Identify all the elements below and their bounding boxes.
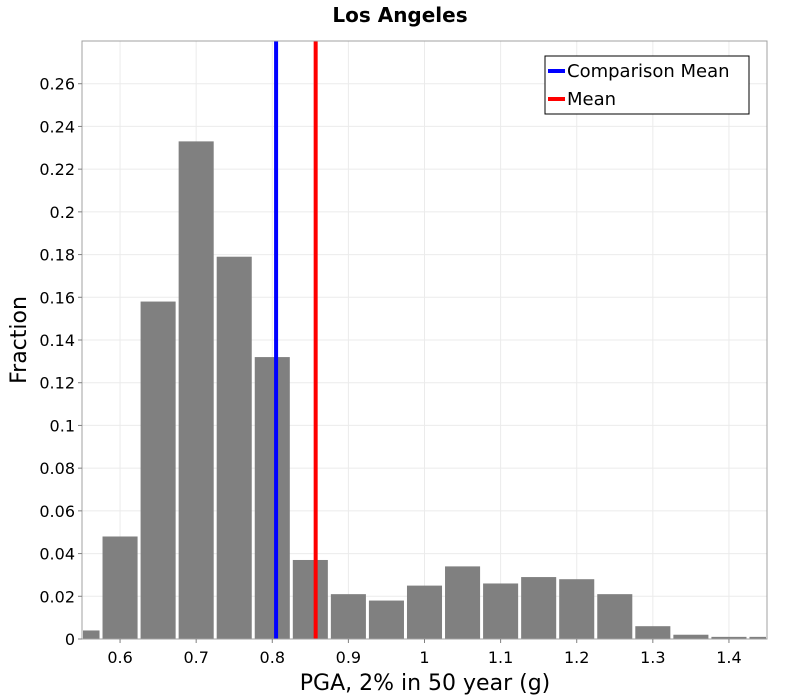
histogram-bar: [102, 536, 138, 639]
histogram-bar: [711, 636, 747, 639]
y-axis-ticks: 0 0.02 0.04 0.06 0.08 0.1 0.12 0.14 0.16 0.18 0.2 0…: [39, 75, 82, 649]
x-axis-ticks: 0.6 0.7 0.8 0.9 1 1.1 1.2 1.3 1.4: [107, 639, 742, 667]
histogram-bar: [368, 600, 404, 639]
histogram-bar: [292, 559, 328, 639]
y-tick-label: 0.18: [39, 246, 75, 265]
histogram-bar: [330, 594, 366, 639]
histogram-bar: [406, 585, 443, 639]
reference-lines: [274, 41, 318, 639]
y-tick-label: 0.06: [39, 502, 75, 521]
y-tick-label: 0.16: [39, 288, 75, 307]
legend-label: Mean: [567, 89, 616, 110]
y-tick-label: 0.2: [50, 203, 75, 222]
y-tick-label: 0.22: [39, 160, 75, 179]
legend-box: [544, 55, 750, 115]
x-tick-label: 0.9: [336, 648, 361, 667]
histogram-bar: [521, 577, 557, 639]
histogram-bar: [483, 583, 519, 639]
histogram-bar: [216, 256, 252, 639]
x-tick-label: 1.3: [640, 648, 665, 667]
y-axis-title: Fraction: [7, 296, 32, 384]
y-tick-label: 0.14: [39, 331, 75, 350]
y-tick-label: 0: [65, 630, 75, 649]
chart-title: Los Angeles: [332, 3, 467, 27]
histogram-bar: [597, 594, 633, 639]
y-tick-label: 0.24: [39, 117, 75, 136]
x-axis-title: PGA, 2% in 50 year (g): [300, 671, 551, 696]
y-tick-label: 0.26: [39, 75, 75, 94]
x-tick-label: 1: [419, 648, 429, 667]
x-tick-label: 0.7: [183, 648, 208, 667]
legend-label: Comparison Mean: [567, 61, 730, 82]
histogram-bar: [140, 301, 176, 639]
histogram-bar: [83, 630, 100, 639]
histogram-bar: [445, 566, 481, 639]
y-tick-label: 0.12: [39, 374, 75, 393]
histogram-bar: [559, 579, 595, 639]
histogram-bar: [749, 636, 766, 639]
y-tick-label: 0.08: [39, 459, 75, 478]
histogram-bars: [83, 141, 766, 639]
y-tick-label: 0.1: [50, 416, 75, 435]
histogram-bar: [635, 626, 671, 639]
histogram-bar: [178, 141, 214, 639]
x-tick-label: 1.2: [564, 648, 589, 667]
legend: Comparison Mean Mean: [544, 55, 750, 115]
histogram-bar: [254, 357, 290, 639]
x-tick-label: 1.4: [716, 648, 741, 667]
x-tick-label: 0.6: [107, 648, 132, 667]
x-tick-label: 1.1: [488, 648, 513, 667]
y-tick-label: 0.02: [39, 587, 75, 606]
y-tick-label: 0.04: [39, 545, 75, 564]
x-tick-label: 0.8: [260, 648, 285, 667]
histogram-bar: [673, 634, 709, 639]
